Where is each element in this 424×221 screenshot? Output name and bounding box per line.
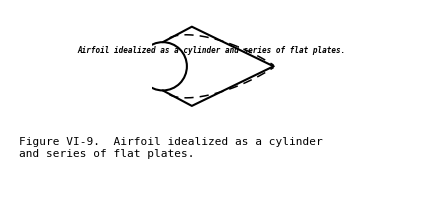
Text: Airfoil idealized as a cylinder and series of flat plates.: Airfoil idealized as a cylinder and seri… (78, 46, 346, 55)
Text: Figure VI-9.  Airfoil idealized as a cylinder
and series of flat plates.: Figure VI-9. Airfoil idealized as a cyli… (19, 137, 323, 159)
